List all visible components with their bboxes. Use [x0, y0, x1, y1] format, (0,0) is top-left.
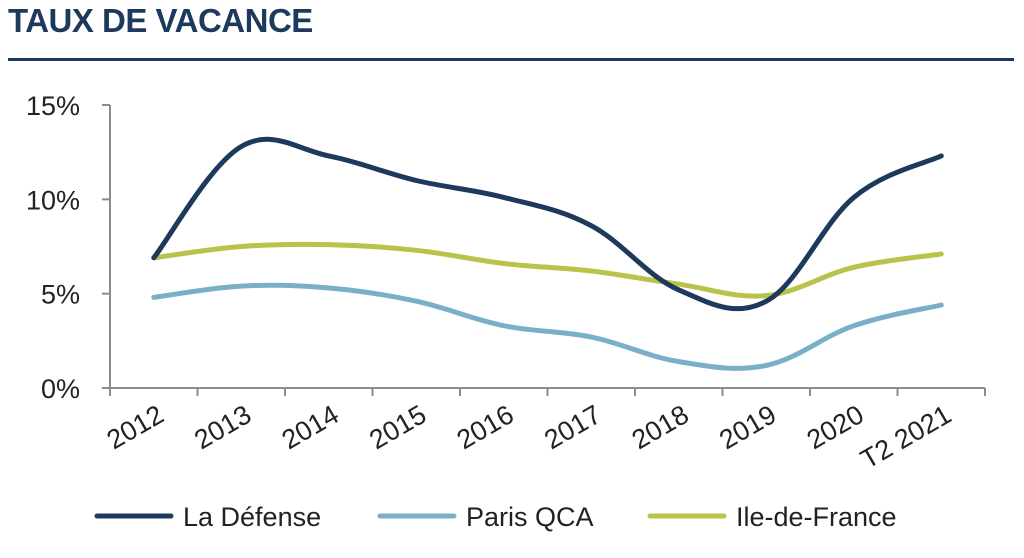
x-tick-label: 2015 [364, 399, 431, 455]
x-tick-label: 2018 [627, 399, 694, 455]
legend-label: Paris QCA [466, 502, 594, 532]
x-tick-label: 2012 [102, 399, 169, 455]
x-tick-label: 2016 [452, 399, 519, 455]
title-rule [8, 58, 1014, 61]
x-tick-label: 2017 [539, 399, 606, 455]
chart-title: TAUX DE VACANCE [8, 2, 313, 39]
series-line-0 [151, 136, 944, 312]
x-tick-label: 2019 [714, 399, 781, 455]
x-tick-label: T2 2021 [855, 399, 956, 475]
x-tick-label: 2014 [277, 399, 344, 455]
y-tick-label: 10% [26, 185, 80, 215]
series-line-1 [151, 282, 944, 371]
y-tick-label: 15% [26, 91, 80, 121]
legend: La Défense Paris QCA Ile-de-France [94, 502, 897, 532]
y-axis-ticks: 0% 5% 10% 15% [26, 91, 110, 404]
y-tick-label: 0% [41, 374, 80, 404]
y-tick-label: 5% [41, 280, 80, 310]
series-line-2 [151, 241, 944, 299]
x-tick-label: 2013 [189, 399, 256, 455]
legend-label: La Défense [183, 502, 321, 532]
series-lines [151, 136, 944, 371]
legend-label: Ile-de-France [736, 502, 897, 532]
